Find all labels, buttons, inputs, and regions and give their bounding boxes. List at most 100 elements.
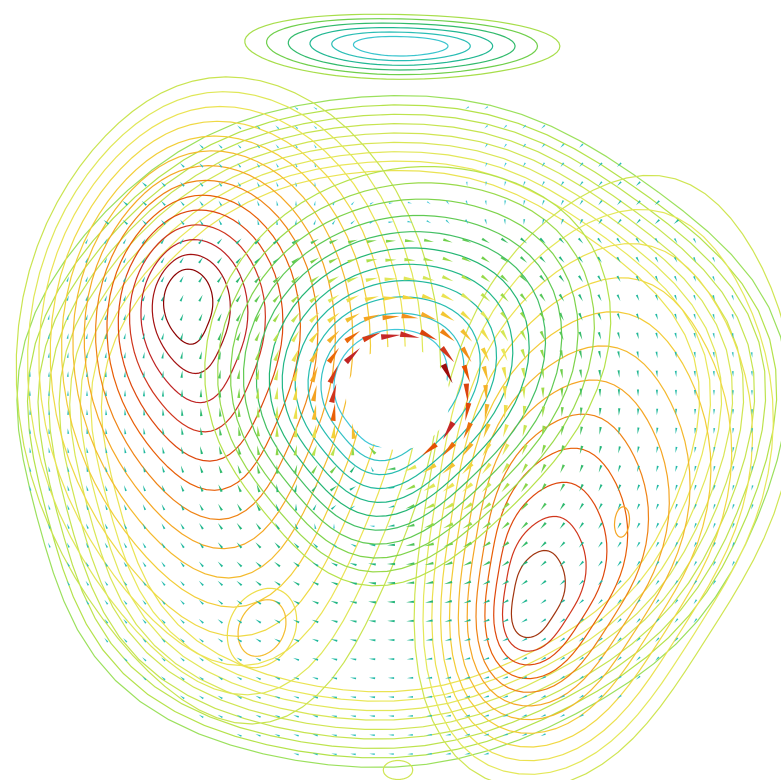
velocity-vector-arrow: [674, 313, 677, 320]
velocity-vector-arrow: [347, 258, 359, 264]
velocity-vector-arrow: [694, 390, 696, 396]
velocity-vector-arrow: [406, 619, 414, 622]
velocity-vector-arrow: [180, 503, 185, 511]
velocity-vector-arrow: [579, 181, 584, 187]
velocity-vector-arrow: [540, 656, 547, 661]
velocity-vector-arrow: [254, 349, 260, 361]
velocity-vector-arrow: [217, 676, 223, 681]
velocity-vector-arrow: [441, 293, 454, 301]
velocity-vector-arrow: [142, 618, 147, 624]
velocity-vector-arrow: [105, 466, 108, 473]
velocity-vector-arrow: [66, 314, 69, 320]
velocity-vector-arrow: [217, 695, 223, 700]
velocity-vector-arrow: [597, 237, 602, 244]
velocity-vector-arrow: [654, 256, 659, 263]
velocity-vector-arrow: [502, 676, 509, 680]
velocity-vector-arrow: [501, 521, 510, 530]
left-vortex-contour-line: [106, 194, 301, 491]
velocity-vector-arrow: [521, 618, 528, 623]
velocity-vector-arrow: [217, 523, 223, 530]
velocity-vector-arrow: [312, 542, 318, 548]
velocity-vector-arrow: [217, 580, 224, 586]
velocity-vector-arrow: [86, 504, 89, 510]
velocity-vector-arrow: [674, 370, 677, 378]
right-vortex-contour-line: [448, 311, 712, 734]
velocity-vector-arrow: [482, 580, 491, 585]
velocity-vector-arrow: [66, 295, 69, 301]
velocity-vector-arrow: [29, 447, 32, 453]
velocity-vector-arrow: [521, 367, 526, 380]
velocity-vector-arrow: [328, 276, 340, 284]
velocity-vector-arrow: [273, 349, 280, 362]
velocity-vector-arrow: [369, 525, 375, 528]
velocity-vector-arrow: [142, 504, 147, 511]
velocity-vector-arrow: [559, 599, 566, 604]
velocity-vector-arrow: [656, 408, 659, 416]
velocity-vector-arrow: [597, 580, 603, 586]
right-vortex-contour-line: [440, 277, 733, 748]
velocity-vector-arrow: [142, 523, 147, 530]
velocity-vector-arrow: [481, 256, 491, 263]
velocity-vector-arrow: [732, 466, 735, 472]
velocity-vector-arrow: [404, 239, 415, 243]
velocity-vector-arrow: [442, 502, 454, 510]
velocity-vector-arrow: [656, 465, 659, 473]
velocity-vector-arrow: [693, 523, 697, 529]
velocity-vector-arrow: [540, 349, 545, 360]
velocity-vector-arrow: [446, 200, 450, 205]
velocity-vector-arrow: [256, 181, 260, 187]
center-vortex-contour-line: [307, 296, 481, 476]
velocity-vector-arrow: [401, 313, 419, 319]
velocity-vector-arrow: [275, 144, 279, 149]
velocity-vector-arrow: [674, 332, 677, 339]
velocity-vector-arrow: [501, 618, 509, 623]
velocity-vector-arrow: [179, 294, 184, 302]
velocity-vector-arrow: [385, 258, 397, 262]
velocity-vector-arrow: [237, 125, 242, 130]
velocity-vector-arrow: [480, 292, 491, 302]
velocity-vector-arrow: [368, 658, 376, 661]
velocity-vector-arrow: [326, 347, 340, 364]
velocity-vector-arrow: [712, 371, 715, 377]
velocity-vector-arrow: [123, 638, 128, 643]
velocity-vector-arrow: [617, 332, 620, 340]
velocity-vector-arrow: [540, 541, 547, 548]
velocity-vector-arrow: [104, 618, 109, 624]
velocity-vector-arrow: [636, 541, 641, 548]
velocity-vector-arrow: [521, 599, 528, 604]
velocity-vector-arrow: [255, 561, 262, 568]
velocity-vector-arrow: [407, 696, 413, 698]
velocity-vector-arrow: [617, 503, 622, 511]
velocity-vector-arrow: [161, 580, 166, 586]
velocity-vector-arrow: [460, 310, 473, 322]
velocity-vector-arrow: [617, 465, 622, 473]
velocity-vector-arrow: [349, 639, 357, 642]
center-vortex-contour-line: [281, 263, 514, 503]
velocity-vector-arrow: [617, 200, 622, 206]
velocity-vector-arrow: [674, 561, 679, 567]
velocity-vector-arrow: [331, 423, 336, 439]
velocity-vector-arrow: [520, 560, 528, 567]
velocity-vector-arrow: [310, 238, 319, 245]
velocity-vector-arrow: [161, 657, 166, 662]
velocity-vector-arrow: [237, 144, 242, 149]
velocity-vector-arrow: [273, 368, 279, 381]
velocity-vector-arrow: [219, 407, 222, 417]
velocity-vector-arrow: [561, 426, 565, 436]
velocity-vector-arrow: [598, 503, 603, 511]
velocity-vector-arrow: [540, 580, 547, 586]
right-vortex-contour-line: [510, 549, 566, 639]
velocity-vector-arrow: [255, 734, 261, 737]
velocity-vector-arrow: [673, 257, 678, 263]
velocity-vector-arrow: [67, 390, 69, 396]
velocity-vector-arrow: [199, 219, 204, 226]
velocity-vector-arrow: [218, 181, 223, 187]
velocity-vector-arrow: [346, 276, 359, 283]
velocity-vector-arrow: [181, 408, 184, 416]
velocity-vector-arrow: [444, 638, 452, 641]
velocity-vector-arrow: [162, 427, 165, 435]
velocity-vector-arrow: [522, 143, 527, 148]
velocity-vector-arrow: [693, 276, 697, 282]
velocity-vector-arrow: [485, 181, 487, 187]
velocity-vector-arrow: [235, 257, 242, 264]
